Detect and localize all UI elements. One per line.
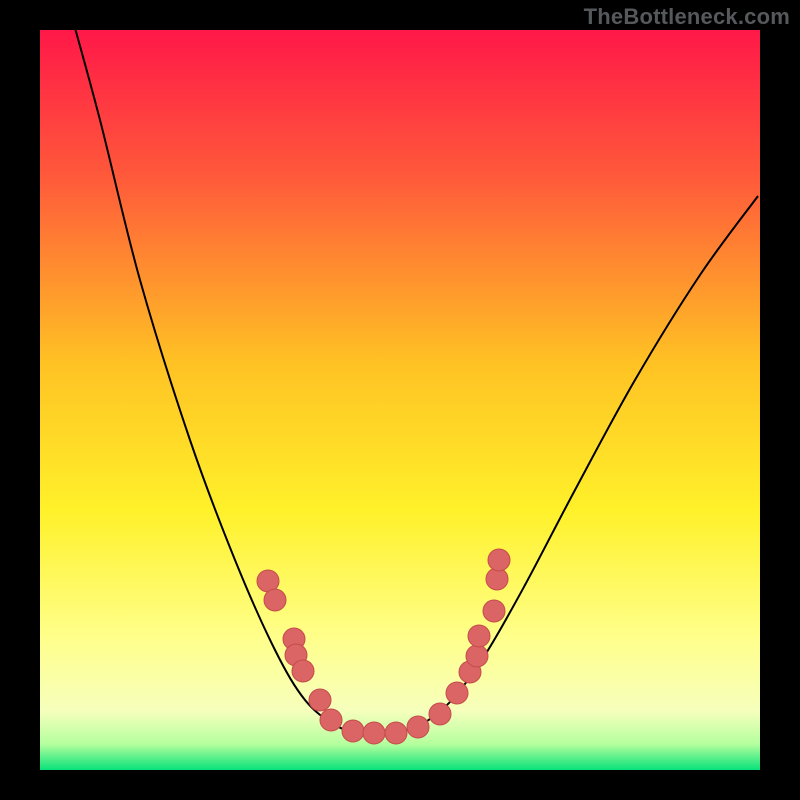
curve-marker — [320, 709, 342, 731]
curve-marker — [483, 600, 505, 622]
curve-marker — [342, 720, 364, 742]
plot-background — [40, 30, 760, 770]
curve-marker — [446, 682, 468, 704]
bottleneck-curve-chart — [0, 0, 800, 800]
chart-outer-frame: TheBottleneck.com — [0, 0, 800, 800]
curve-marker — [429, 703, 451, 725]
curve-marker — [385, 722, 407, 744]
curve-marker — [407, 716, 429, 738]
curve-marker — [468, 625, 490, 647]
curve-marker — [309, 689, 331, 711]
curve-marker — [264, 589, 286, 611]
curve-marker — [466, 645, 488, 667]
curve-marker — [363, 722, 385, 744]
curve-marker — [292, 660, 314, 682]
curve-marker — [488, 549, 510, 571]
